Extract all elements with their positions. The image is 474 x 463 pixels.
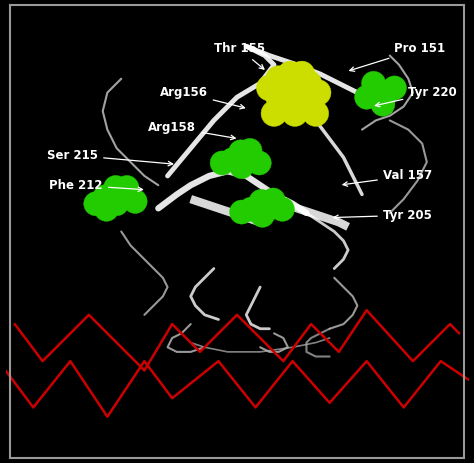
Text: Arg156: Arg156 <box>160 86 245 109</box>
Text: Pro 151: Pro 151 <box>350 42 446 71</box>
Circle shape <box>84 192 108 216</box>
Circle shape <box>93 185 117 209</box>
Circle shape <box>282 100 308 126</box>
Circle shape <box>238 138 262 163</box>
Circle shape <box>229 155 254 179</box>
Circle shape <box>247 151 271 175</box>
Circle shape <box>229 200 254 224</box>
Circle shape <box>239 197 263 221</box>
Circle shape <box>362 71 386 95</box>
Circle shape <box>270 197 294 221</box>
Circle shape <box>261 100 287 126</box>
Text: Tyr 205: Tyr 205 <box>334 209 432 222</box>
Text: Thr 155: Thr 155 <box>214 42 265 69</box>
Text: Arg158: Arg158 <box>148 121 235 140</box>
Circle shape <box>293 80 319 106</box>
Circle shape <box>105 192 128 216</box>
Circle shape <box>266 66 292 92</box>
Circle shape <box>270 94 296 119</box>
Circle shape <box>277 75 303 101</box>
Circle shape <box>114 183 138 207</box>
Circle shape <box>104 175 128 200</box>
Circle shape <box>228 140 253 164</box>
Circle shape <box>250 203 274 227</box>
Circle shape <box>371 92 395 116</box>
Circle shape <box>373 83 397 107</box>
Circle shape <box>256 75 283 101</box>
Circle shape <box>296 70 322 96</box>
Circle shape <box>261 188 285 212</box>
Circle shape <box>305 80 331 106</box>
Circle shape <box>277 61 303 87</box>
Circle shape <box>364 77 388 101</box>
Text: Ser 215: Ser 215 <box>47 149 173 166</box>
Circle shape <box>239 146 263 170</box>
Circle shape <box>287 68 312 94</box>
Circle shape <box>210 151 234 175</box>
Circle shape <box>303 100 328 126</box>
Text: Val 157: Val 157 <box>343 169 432 186</box>
Circle shape <box>289 61 315 87</box>
Circle shape <box>115 175 139 200</box>
Circle shape <box>249 189 273 213</box>
Circle shape <box>260 195 284 219</box>
Circle shape <box>298 91 324 117</box>
Circle shape <box>220 148 245 172</box>
Circle shape <box>383 76 407 100</box>
Text: Tyr 220: Tyr 220 <box>375 86 457 107</box>
Circle shape <box>94 197 118 221</box>
Circle shape <box>266 84 292 110</box>
Circle shape <box>123 189 147 213</box>
Circle shape <box>355 85 379 109</box>
Text: Phe 212: Phe 212 <box>49 179 143 192</box>
